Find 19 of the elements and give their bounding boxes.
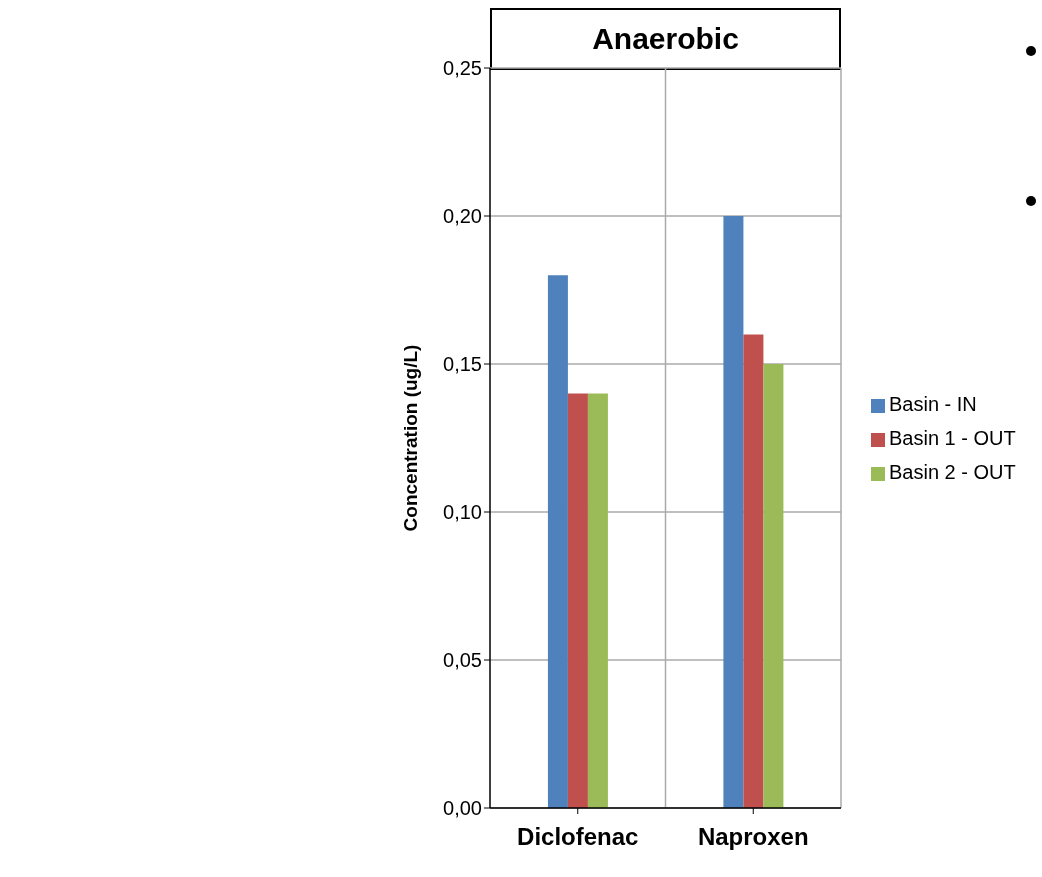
y-tick-label: 0,20 <box>443 205 482 228</box>
bar <box>763 364 784 808</box>
y-tick-label: 0,05 <box>443 649 482 672</box>
bar <box>567 393 588 808</box>
legend-label: Basin 2 - OUT <box>889 461 1016 483</box>
y-tick-label: 0,15 <box>443 353 482 376</box>
y-tick-label: 0,25 <box>443 57 482 80</box>
legend-label: Basin 1 - OUT <box>889 427 1016 449</box>
x-tick-label: Naproxen <box>697 823 809 851</box>
bar <box>547 275 568 808</box>
y-tick-label: 0,10 <box>443 501 482 524</box>
legend-label: Basin - IN <box>889 393 977 415</box>
x-tick-label: Diclofenac <box>517 823 639 851</box>
bar <box>587 393 608 808</box>
bar <box>743 334 764 808</box>
y-tick-label: 0,00 <box>443 797 482 820</box>
y-axis-title: Concentration (ug/L) <box>399 344 421 532</box>
bar <box>723 216 744 808</box>
chart-title: Anaerobic <box>490 8 841 70</box>
